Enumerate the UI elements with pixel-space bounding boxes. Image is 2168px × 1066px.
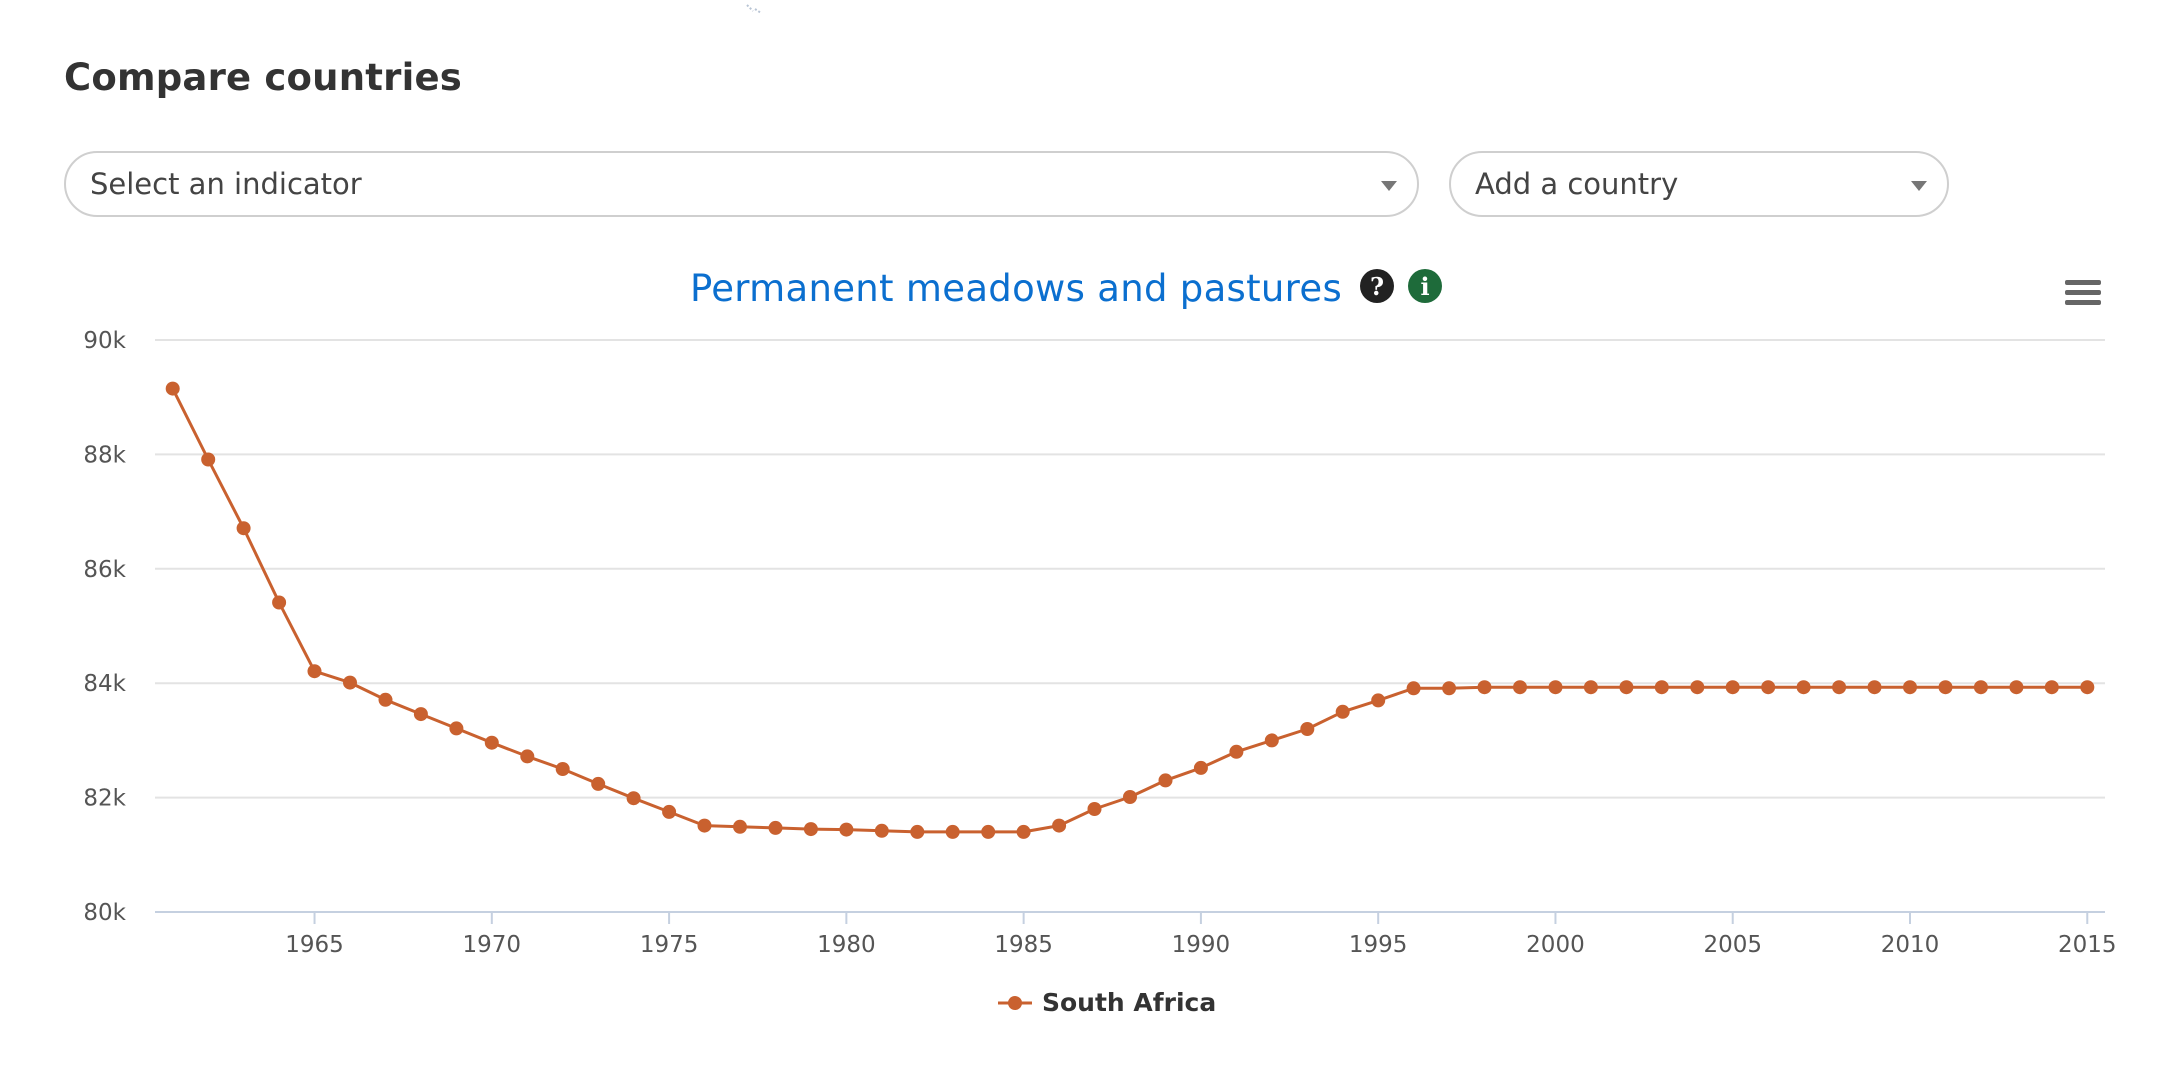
data-point[interactable] xyxy=(449,721,464,736)
data-point[interactable] xyxy=(1335,704,1350,719)
data-point[interactable] xyxy=(1193,760,1208,775)
indicator-select[interactable]: Select an indicator xyxy=(64,151,1419,217)
legend-label: South Africa xyxy=(1042,988,1217,1017)
data-point[interactable] xyxy=(1761,680,1776,695)
data-point[interactable] xyxy=(555,762,570,776)
chart-title: Permanent meadows and pastures xyxy=(689,266,1343,310)
question-mark-icon[interactable]: ? xyxy=(1360,269,1395,303)
data-point[interactable] xyxy=(272,595,287,610)
data-point[interactable] xyxy=(1938,680,1953,695)
data-point[interactable] xyxy=(1796,680,1811,695)
x-axis-ticks: 1965 1970 1975 1980 1985 1990 1995 2000 2005 2010… xyxy=(285,912,2117,958)
y-tick-label: 86k xyxy=(83,557,126,583)
y-tick-label: 88k xyxy=(83,442,126,468)
data-point[interactable] xyxy=(662,804,677,819)
country-select[interactable]: Add a country xyxy=(1449,151,1949,217)
x-tick-label: 1985 xyxy=(994,932,1053,958)
data-point[interactable] xyxy=(343,675,357,690)
data-point[interactable] xyxy=(626,791,641,806)
y-tick-label: 84k xyxy=(83,671,126,697)
chevron-down-icon xyxy=(1381,181,1397,191)
data-point[interactable] xyxy=(413,707,428,722)
data-point[interactable] xyxy=(1016,824,1031,839)
data-point[interactable] xyxy=(1654,680,1669,695)
data-point[interactable] xyxy=(1973,680,1988,695)
data-point[interactable] xyxy=(874,823,889,838)
data-point[interactable] xyxy=(1087,802,1102,816)
x-tick-label: 1965 xyxy=(285,932,344,958)
data-point[interactable] xyxy=(1690,680,1705,695)
data-point[interactable] xyxy=(378,692,393,707)
data-point[interactable] xyxy=(1619,680,1634,695)
x-tick-label: 2010 xyxy=(1881,932,1940,958)
data-point[interactable] xyxy=(2044,680,2059,695)
chevron-down-icon xyxy=(1911,181,1927,191)
data-point[interactable] xyxy=(591,776,606,791)
data-point[interactable] xyxy=(484,735,499,750)
y-tick-label: 82k xyxy=(83,786,126,812)
x-tick-label: 1970 xyxy=(463,932,522,958)
grid-lines xyxy=(155,339,2105,799)
data-point[interactable] xyxy=(1371,693,1386,708)
x-tick-label: 1975 xyxy=(640,932,699,958)
x-tick-label: 2005 xyxy=(1703,932,1762,958)
hamburger-menu-icon[interactable] xyxy=(2065,280,2101,310)
data-point[interactable] xyxy=(1229,744,1244,759)
data-point[interactable] xyxy=(1832,680,1847,695)
data-point[interactable] xyxy=(1548,680,1563,695)
partial-decoration-icon xyxy=(745,0,767,14)
legend-marker-icon xyxy=(998,995,1032,1010)
data-point[interactable] xyxy=(201,452,216,467)
data-point[interactable] xyxy=(733,819,747,834)
chart-header: Permanent meadows and pastures ? i xyxy=(0,258,2168,318)
info-icon[interactable]: i xyxy=(1408,269,1443,303)
data-point[interactable] xyxy=(520,749,535,764)
x-tick-label: 2015 xyxy=(2058,932,2117,958)
data-point[interactable] xyxy=(768,820,783,835)
data-point[interactable] xyxy=(1903,680,1917,695)
x-tick-label: 1980 xyxy=(817,932,876,958)
page-title: Compare countries xyxy=(64,56,462,99)
data-point[interactable] xyxy=(1264,733,1279,748)
data-point[interactable] xyxy=(2080,680,2095,695)
x-tick-label: 2000 xyxy=(1526,932,1585,958)
data-point[interactable] xyxy=(1725,680,1740,695)
data-point[interactable] xyxy=(1052,818,1067,833)
data-point[interactable] xyxy=(307,664,322,679)
data-point[interactable] xyxy=(1123,790,1137,804)
data-point[interactable] xyxy=(839,822,854,837)
series-layer xyxy=(165,381,2095,839)
indicator-select-label: Select an indicator xyxy=(90,167,362,201)
data-point[interactable] xyxy=(1406,681,1421,696)
data-point[interactable] xyxy=(981,824,996,839)
data-point[interactable] xyxy=(1477,680,1492,695)
country-select-label: Add a country xyxy=(1475,167,1679,201)
data-point[interactable] xyxy=(1442,681,1457,696)
data-point[interactable] xyxy=(945,824,960,839)
y-tick-label: 80k xyxy=(83,900,126,926)
data-point[interactable] xyxy=(1867,680,1882,695)
x-tick-label: 1990 xyxy=(1172,932,1231,958)
data-point[interactable] xyxy=(236,521,251,536)
data-point[interactable] xyxy=(1300,722,1315,736)
x-tick-label: 1995 xyxy=(1349,932,1408,958)
data-point[interactable] xyxy=(1513,680,1527,695)
data-point[interactable] xyxy=(1583,680,1598,695)
data-point[interactable] xyxy=(1158,773,1173,788)
y-axis-ticks: 80k 82k 84k 86k 88k 90k xyxy=(83,328,126,926)
data-point[interactable] xyxy=(910,824,925,839)
data-point[interactable] xyxy=(2009,680,2024,695)
y-tick-label: 90k xyxy=(83,328,126,354)
data-point[interactable] xyxy=(165,381,180,396)
data-point[interactable] xyxy=(803,822,818,837)
data-point[interactable] xyxy=(697,818,712,833)
legend-item-south-africa[interactable]: South Africa xyxy=(998,988,1216,1017)
